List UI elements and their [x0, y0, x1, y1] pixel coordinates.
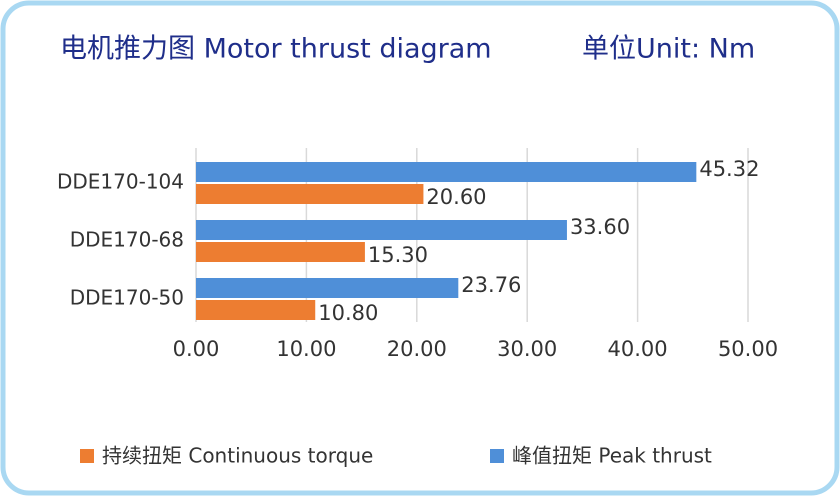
x-tick-label: 20.00	[387, 337, 447, 361]
value-label: 20.60	[426, 185, 486, 209]
value-label: 15.30	[368, 243, 428, 267]
x-tick-label: 30.00	[497, 337, 557, 361]
x-tick-label: 40.00	[608, 337, 668, 361]
value-label: 23.76	[461, 273, 521, 297]
bar	[196, 220, 567, 240]
y-tick-label: DDE170-104	[57, 170, 184, 194]
legend-swatch	[80, 449, 94, 463]
bar	[196, 242, 365, 262]
y-tick-label: DDE170-68	[70, 228, 184, 252]
legend-label: 持续扭矩 Continuous torque	[102, 444, 373, 468]
value-label: 45.32	[699, 157, 759, 181]
chart-subtitle: 单位Unit: Nm	[582, 34, 755, 65]
chart-title: 电机推力图 Motor thrust diagram	[60, 34, 492, 65]
x-tick-label: 0.00	[173, 337, 220, 361]
legend-label: 峰值扭矩 Peak thrust	[512, 444, 712, 468]
x-tick-label: 50.00	[718, 337, 778, 361]
x-tick-label: 10.00	[276, 337, 336, 361]
bar	[196, 300, 316, 320]
value-label: 33.60	[570, 215, 630, 239]
bar	[196, 184, 424, 204]
bar	[196, 278, 459, 298]
bar	[196, 162, 697, 182]
legend-swatch	[490, 449, 504, 463]
y-tick-label: DDE170-50	[70, 286, 184, 310]
value-label: 10.80	[318, 301, 378, 325]
